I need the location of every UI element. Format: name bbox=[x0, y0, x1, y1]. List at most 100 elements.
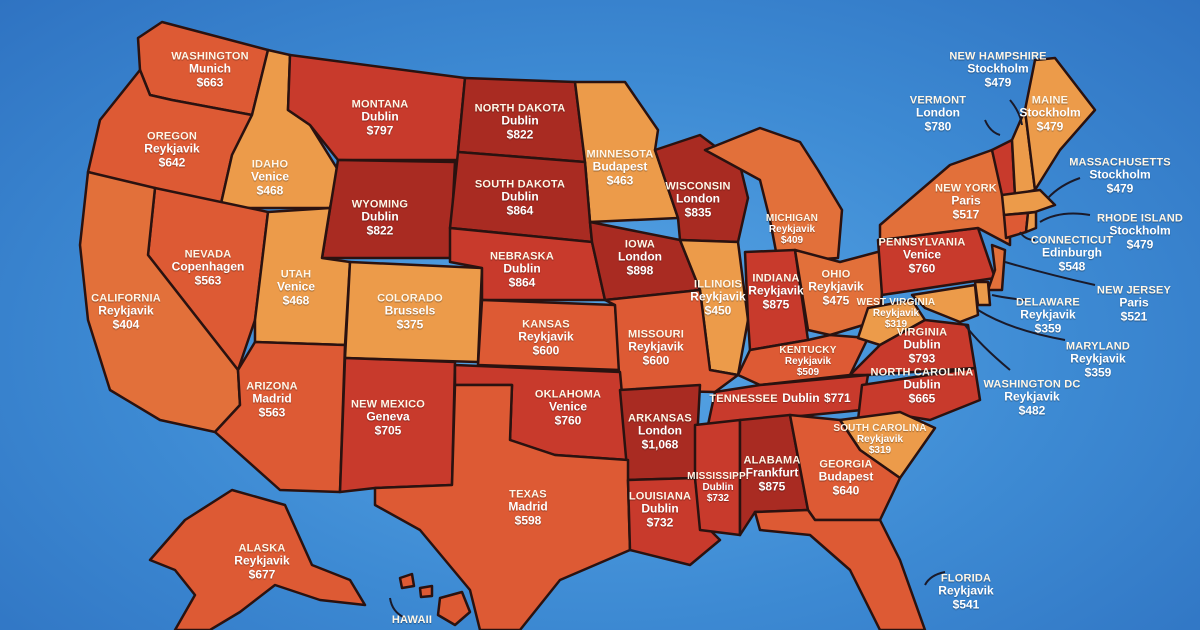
label-vermont: VERMONT London $780 bbox=[910, 94, 966, 133]
fare-price: $898 bbox=[626, 263, 654, 278]
destination-city: Reykjavik bbox=[1004, 389, 1060, 404]
fare-price: $864 bbox=[508, 275, 536, 290]
destination-city: Stockholm bbox=[1019, 105, 1081, 120]
state-name: SOUTH CAROLINA bbox=[833, 423, 927, 435]
state-name: FLORIDA bbox=[940, 572, 992, 585]
state-name: COLORADO bbox=[377, 292, 443, 305]
state-name: ARIZONA bbox=[246, 380, 298, 393]
state-name: ALABAMA bbox=[743, 454, 801, 467]
state-name: ILLINOIS bbox=[693, 278, 743, 291]
destination-city: Madrid bbox=[252, 391, 292, 406]
fare-price: $760 bbox=[554, 413, 582, 428]
destination-city: Reykjavik bbox=[872, 308, 920, 320]
state-name: VIRGINIA bbox=[896, 326, 948, 339]
fare-price: $663 bbox=[196, 75, 224, 90]
label-mississippi: MISSISSIPPI Dublin $732 bbox=[687, 471, 749, 505]
state-name: KANSAS bbox=[522, 318, 570, 331]
destination-city: Dublin bbox=[702, 482, 734, 494]
state-name: NEVADA bbox=[184, 248, 232, 261]
fare-price: $468 bbox=[256, 183, 284, 198]
state-alaska bbox=[148, 488, 367, 630]
fare-price: $475 bbox=[822, 293, 850, 308]
fare-price: $563 bbox=[258, 405, 286, 420]
fare-price: $479 bbox=[1036, 119, 1064, 134]
destination-city: Geneva bbox=[366, 409, 410, 424]
label-tennessee: TENNESSEE Dublin $771 bbox=[709, 389, 850, 407]
state-name: ALASKA bbox=[238, 542, 286, 555]
state-hawaii-island bbox=[436, 590, 472, 627]
state-name: DELAWARE bbox=[1016, 296, 1080, 309]
state-name: NEW JERSEY bbox=[1096, 284, 1172, 297]
fare-price: $642 bbox=[158, 155, 186, 170]
destination-city: Dublin bbox=[903, 337, 941, 352]
arrow-massachusetts bbox=[1047, 177, 1081, 199]
state-name: MASSACHUSETTS bbox=[1069, 156, 1171, 169]
fare-price: $479 bbox=[984, 75, 1012, 90]
destination-city: Venice bbox=[548, 399, 588, 414]
destination-city: Venice bbox=[250, 169, 290, 184]
state-name: NEBRASKA bbox=[490, 250, 554, 263]
label-maine: MAINE Stockholm $479 bbox=[1019, 94, 1080, 133]
label-west-virginia: WEST VIRGINIA Reykjavik $319 bbox=[857, 297, 936, 331]
label-washington: WASHINGTON Munich $663 bbox=[171, 50, 249, 89]
destination-city: Venice bbox=[276, 279, 316, 294]
label-new-mexico: NEW MEXICO Geneva $705 bbox=[351, 398, 425, 437]
label-kansas: KANSAS Reykjavik $600 bbox=[518, 318, 573, 357]
label-louisiana: LOUISIANA Dublin $732 bbox=[629, 490, 691, 529]
label-oregon: OREGON Reykjavik $642 bbox=[144, 130, 199, 169]
fare-price: $359 bbox=[1034, 321, 1062, 336]
fare-price: $404 bbox=[112, 317, 140, 332]
fare-price: $797 bbox=[366, 123, 394, 138]
destination-city: Copenhagen bbox=[171, 259, 245, 274]
state-name: TEXAS bbox=[509, 488, 547, 501]
label-indiana: INDIANA Reykjavik $875 bbox=[748, 272, 803, 311]
fare-price: $875 bbox=[758, 479, 786, 494]
state-name: ARKANSAS bbox=[628, 412, 692, 425]
fare-price: $665 bbox=[908, 391, 936, 406]
fare-price: $875 bbox=[762, 297, 790, 312]
label-new-hampshire: NEW HAMPSHIRE Stockholm $479 bbox=[949, 50, 1046, 89]
destination-city: Reykjavik bbox=[748, 283, 804, 298]
state-name: OREGON bbox=[146, 130, 198, 143]
state-name: NORTH CAROLINA bbox=[870, 366, 974, 379]
state-name: OHIO bbox=[821, 268, 851, 281]
state-name: MONTANA bbox=[351, 98, 409, 111]
destination-city: Stockholm bbox=[1109, 223, 1171, 238]
state-michigan bbox=[703, 126, 844, 264]
fare-price: $359 bbox=[1084, 365, 1112, 380]
destination-city: Dublin bbox=[501, 113, 539, 128]
arrow-connecticut bbox=[1019, 231, 1036, 241]
label-wisconsin: WISCONSIN London $835 bbox=[665, 180, 730, 219]
state-name: MICHIGAN bbox=[765, 213, 819, 225]
label-alaska: ALASKA Reykjavik $677 bbox=[234, 542, 289, 581]
arrow-maryland bbox=[977, 309, 1066, 341]
label-california: CALIFORNIA Reykjavik $404 bbox=[91, 292, 161, 331]
destination-city: Reykjavik bbox=[808, 279, 864, 294]
destination-city: Reykjavik bbox=[628, 339, 684, 354]
state-name: WASHINGTON DC bbox=[983, 378, 1081, 391]
fare-price: $732 bbox=[706, 493, 730, 505]
destination-city: Dublin bbox=[641, 501, 679, 516]
state-name: IDAHO bbox=[251, 158, 289, 171]
label-pennsylvania: PENNSYLVANIA Venice $760 bbox=[879, 236, 966, 275]
destination-city: London bbox=[916, 105, 960, 120]
destination-city: Reykjavik bbox=[768, 224, 816, 236]
arrow-florida bbox=[924, 571, 946, 586]
state-hawaii-small-2 bbox=[418, 584, 434, 599]
state-name: NEW HAMPSHIRE bbox=[949, 50, 1047, 63]
label-alabama: ALABAMA Frankfurt $875 bbox=[743, 454, 800, 493]
fare-price: $780 bbox=[924, 119, 952, 134]
fare-price: $677 bbox=[248, 567, 276, 582]
destination-city: Reykjavik bbox=[98, 303, 154, 318]
label-massachusetts: MASSACHUSETTS Stockholm $479 bbox=[1069, 156, 1171, 195]
state-name: TENNESSEE bbox=[709, 393, 778, 406]
arrow-vermont bbox=[984, 119, 1001, 136]
destination-city: Dublin bbox=[782, 391, 820, 406]
fare-price: $509 bbox=[796, 367, 820, 379]
state-name: LOUISIANA bbox=[628, 490, 692, 503]
fare-price: $450 bbox=[704, 303, 732, 318]
label-oklahoma: OKLAHOMA Venice $760 bbox=[535, 388, 601, 427]
state-name: PENNSYLVANIA bbox=[878, 236, 966, 249]
state-name: RHODE ISLAND bbox=[1096, 212, 1184, 225]
destination-city: London bbox=[638, 423, 682, 438]
